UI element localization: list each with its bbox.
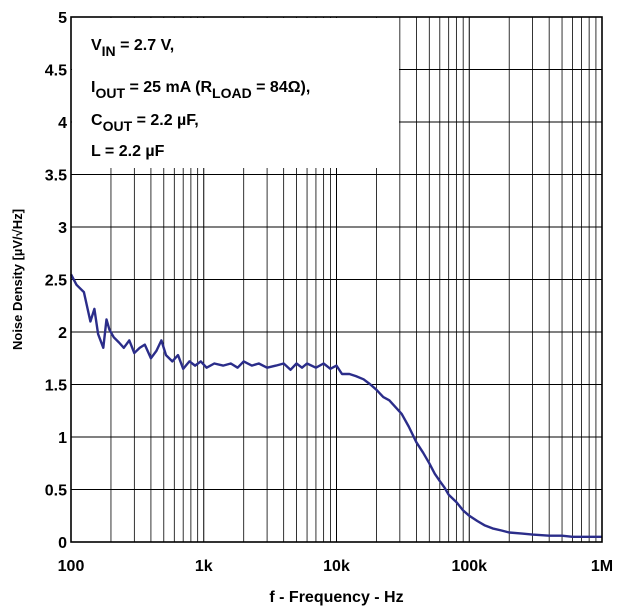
- y-tick-label: 3: [58, 220, 67, 237]
- y-tick-label: 2: [58, 325, 67, 342]
- y-tick-label: 0: [58, 535, 67, 552]
- condition-line-1: VIN = 2.7 V,: [91, 37, 174, 59]
- condition-line-2: IOUT = 25 mA (RLOAD = 84Ω),: [91, 79, 310, 101]
- x-tick-label: 1M: [591, 558, 613, 575]
- x-tick-labels: 100 1k 10k 100k 1M: [58, 558, 613, 575]
- x-tick-label: 100k: [451, 558, 487, 575]
- y-axis-title: Noise Density [µV/√Hz]: [10, 209, 25, 350]
- y-tick-labels: 0 0.5 1 1.5 2 2.5 3 3.5 4 4.5 5: [45, 10, 67, 552]
- y-tick-label: 3.5: [45, 168, 67, 185]
- y-tick-label: 5: [58, 10, 67, 27]
- conditions-box: VIN = 2.7 V, IOUT = 25 mA (RLOAD = 84Ω), C…: [72, 18, 399, 168]
- conditions-background: [72, 18, 399, 168]
- condition-line-4: L = 2.2 µF: [91, 143, 165, 160]
- x-tick-label: 100: [58, 558, 85, 575]
- y-tick-label: 4: [58, 115, 67, 132]
- y-tick-label: 0.5: [45, 483, 67, 500]
- condition-line-3: COUT = 2.2 µF,: [91, 112, 199, 134]
- y-tick-label: 2.5: [45, 273, 67, 290]
- series-layer: [69, 273, 602, 538]
- series-line-noise-density: [69, 273, 602, 538]
- y-tick-label: 1.5: [45, 378, 67, 395]
- x-axis-title: f - Frequency - Hz: [269, 589, 403, 606]
- x-tick-label: 10k: [323, 558, 350, 575]
- x-tick-label: 1k: [195, 558, 213, 575]
- plot-frame: [70, 16, 603, 543]
- y-tick-label: 1: [58, 430, 67, 447]
- y-tick-label: 4.5: [45, 63, 67, 80]
